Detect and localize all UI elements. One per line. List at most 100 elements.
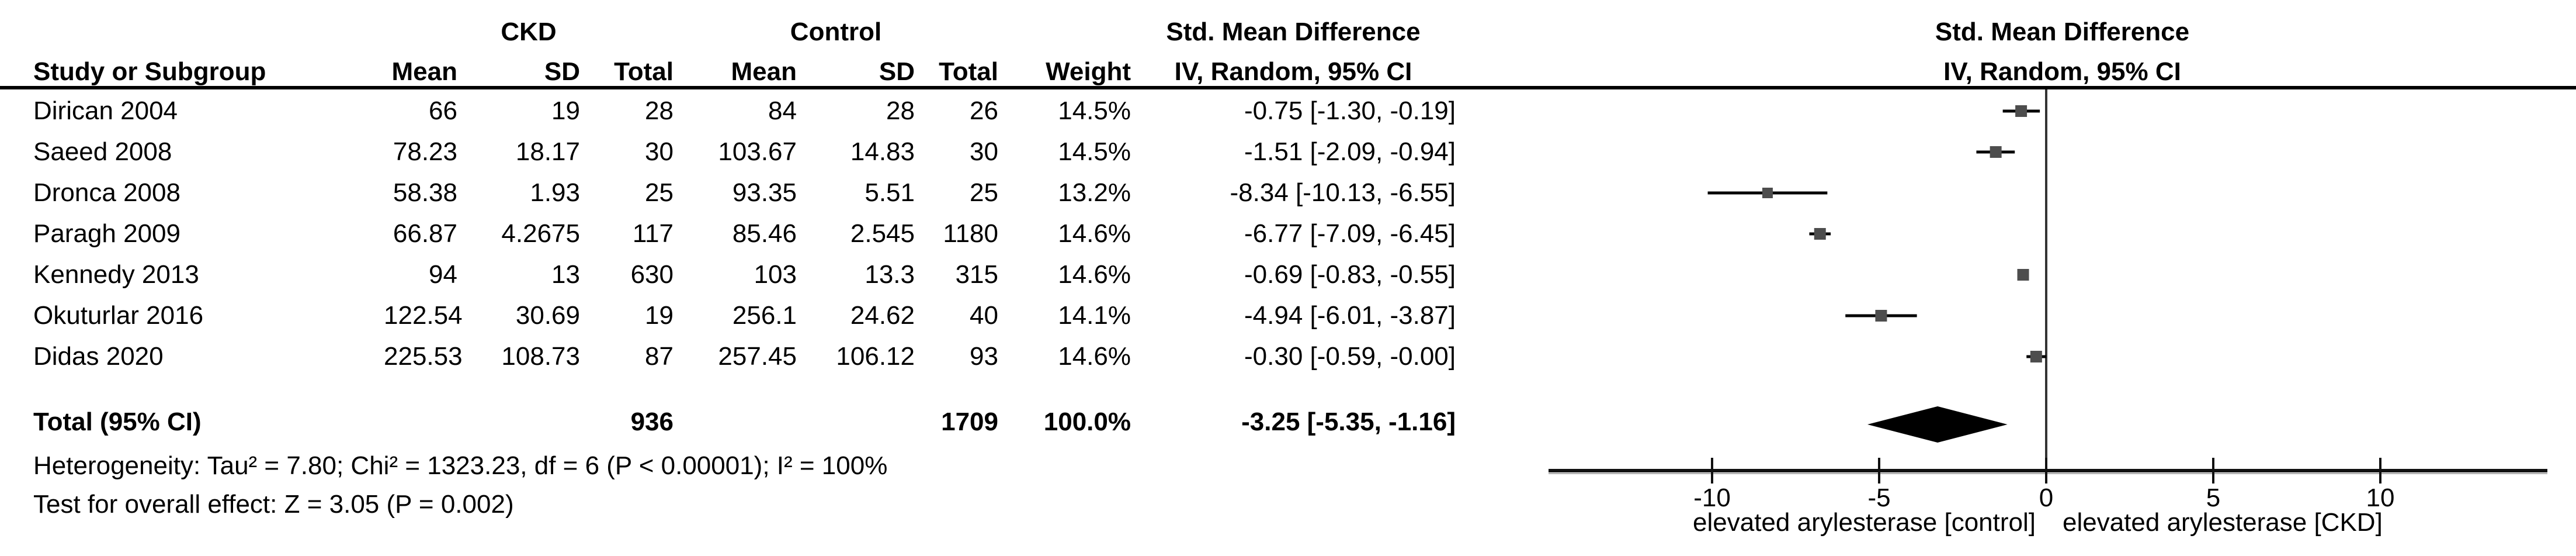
control-mean: 93.35 (732, 178, 797, 207)
study-row: Okuturlar 2016 122.54 30.69 19 256.1 24.62 40 1… (33, 295, 1456, 336)
col-header-ckd-total: Total (614, 57, 673, 86)
weight: 14.5% (1058, 96, 1131, 125)
ckd-mean: 66 (429, 96, 457, 125)
ckd-total: 25 (645, 178, 673, 207)
control-sd: 106.12 (836, 342, 915, 371)
axis-label-left: elevated arylesterase [control] (1693, 508, 2036, 537)
control-sd: 14.83 (850, 137, 915, 166)
col-header-control-mean: Mean (731, 57, 797, 86)
ckd-mean: 225.53 (384, 342, 463, 371)
effect-square (2030, 351, 2042, 362)
study-name: Dirican 2004 (33, 96, 178, 125)
ckd-mean: 94 (429, 260, 457, 289)
ckd-sd: 30.69 (515, 301, 580, 330)
total-control-n: 1709 (941, 407, 998, 436)
control-total: 315 (955, 260, 998, 289)
col-header-weight: Weight (1046, 57, 1131, 86)
control-mean: 85.46 (732, 219, 797, 248)
ckd-total: 87 (645, 342, 673, 371)
study-row: Dirican 2004 66 19 28 84 28 26 14.5% -0.75 [-1.3… (33, 91, 1456, 132)
ckd-sd: 19 (551, 96, 580, 125)
effect-square (1762, 188, 1773, 198)
weight: 14.1% (1058, 301, 1131, 330)
col-header-ckd-sd: SD (544, 57, 580, 86)
group-header-ckd: CKD (501, 18, 557, 46)
heterogeneity-stats: Heterogeneity: Tau² = 7.80; Chi² = 1323.… (33, 451, 888, 480)
plot-header-method: IV, Random, 95% CI (1943, 57, 2181, 86)
study-row: Paragh 2009 66.87 4.2675 117 85.46 2.545 1180 1… (33, 213, 1456, 254)
control-sd: 5.51 (865, 178, 915, 207)
study-name: Okuturlar 2016 (33, 301, 204, 330)
group-header-control: Control (790, 18, 882, 46)
axis-tick-label: -10 (1693, 484, 1731, 512)
control-sd: 13.3 (865, 260, 915, 289)
control-mean: 84 (768, 96, 797, 125)
ckd-total: 30 (645, 137, 673, 166)
axis-tick-label: 0 (2039, 484, 2053, 512)
ckd-sd: 13 (551, 260, 580, 289)
study-name: Paragh 2009 (33, 219, 180, 248)
weight: 14.5% (1058, 137, 1131, 166)
ci-text: -4.94 [-6.01, -3.87] (1244, 301, 1456, 330)
ci-text: -8.34 [-10.13, -6.55] (1230, 178, 1456, 207)
control-mean: 103.67 (718, 137, 797, 166)
effect-square (1990, 146, 2002, 158)
axis-tick-label: 10 (2366, 484, 2395, 512)
total-label: Total (95% CI) (33, 407, 202, 436)
plot-header-title: Std. Mean Difference (1935, 18, 2190, 46)
ckd-total: 19 (645, 301, 673, 330)
group-header-smd: Std. Mean Difference (1166, 18, 1421, 46)
control-sd: 2.545 (850, 219, 915, 248)
study-name: Dronca 2008 (33, 178, 180, 207)
header-rule (0, 86, 2576, 89)
col-header-ckd-mean: Mean (391, 57, 457, 86)
weight: 13.2% (1058, 178, 1131, 207)
study-name: Didas 2020 (33, 342, 164, 371)
ckd-sd: 4.2675 (501, 219, 580, 248)
ckd-total: 28 (645, 96, 673, 125)
column-header-row: Study or Subgroup Mean SD Total Mean SD … (33, 51, 1456, 92)
axis-label-right: elevated arylesterase [CKD] (2063, 508, 2383, 537)
ckd-mean: 58.38 (393, 178, 457, 207)
control-sd: 28 (886, 96, 915, 125)
col-header-control-total: Total (939, 57, 998, 86)
effect-square (2017, 269, 2029, 281)
study-row: Didas 2020 225.53 108.73 87 257.45 106.12 93 14… (33, 336, 1456, 377)
control-total: 40 (970, 301, 998, 330)
control-total: 1180 (943, 219, 998, 248)
ckd-total: 630 (630, 260, 673, 289)
ckd-mean: 78.23 (393, 137, 457, 166)
ci-text: -0.75 [-1.30, -0.19] (1244, 96, 1456, 125)
ckd-mean: 122.54 (384, 301, 463, 330)
study-name: Kennedy 2013 (33, 260, 199, 289)
ci-text: -1.51 [-2.09, -0.94] (1244, 137, 1456, 166)
control-mean: 256.1 (732, 301, 797, 330)
ci-text: -0.69 [-0.83, -0.55] (1244, 260, 1456, 289)
total-ci-text: -3.25 [-5.35, -1.16] (1241, 407, 1456, 436)
summary-diamond (1867, 406, 2008, 443)
control-sd: 24.62 (850, 301, 915, 330)
ckd-sd: 1.93 (530, 178, 580, 207)
effect-square (2015, 105, 2028, 117)
col-header-control-sd: SD (879, 57, 915, 86)
effect-square (1875, 310, 1887, 322)
control-mean: 103 (754, 260, 797, 289)
control-total: 25 (970, 178, 998, 207)
study-name: Saeed 2008 (33, 137, 172, 166)
axis-tick-label: -5 (1867, 484, 1890, 512)
total-ckd-n: 936 (630, 407, 673, 436)
control-total: 93 (970, 342, 998, 371)
weight: 14.6% (1058, 219, 1131, 248)
col-header-study: Study or Subgroup (33, 57, 266, 86)
ci-text: -6.77 [-7.09, -6.45] (1244, 219, 1456, 248)
col-header-ci: IV, Random, 95% CI (1174, 57, 1412, 86)
total-row: Total (95% CI) 936 1709 100.0% -3.25 [-5… (33, 402, 1456, 443)
study-row: Kennedy 2013 94 13 630 103 13.3 315 14.6% -0.69 … (33, 254, 1456, 295)
control-total: 30 (970, 137, 998, 166)
weight: 14.6% (1058, 260, 1131, 289)
control-mean: 257.45 (718, 342, 797, 371)
control-total: 26 (970, 96, 998, 125)
study-row: Dronca 2008 58.38 1.93 25 93.35 5.51 25 13.2% -8… (33, 172, 1456, 213)
